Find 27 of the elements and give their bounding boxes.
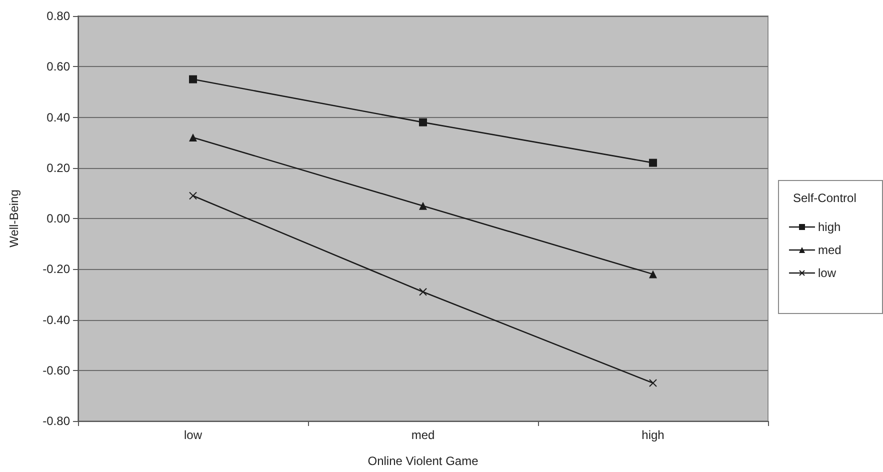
point [189,75,197,84]
x-axis-title: Online Violent Game [368,454,479,468]
point [649,158,657,167]
point [419,118,427,126]
x-tick-label: low [184,428,202,442]
point [189,134,197,142]
y-tick-label: -0.40 [42,312,70,327]
y-tick-label: -0.80 [42,414,70,428]
point [189,192,197,200]
y-tick-label: 0.80 [46,9,70,23]
legend-label: high [818,220,841,234]
y-tick-label: 0.60 [46,60,70,74]
legend-label: low [818,266,836,280]
point [419,202,427,210]
legend-title: Self-Control [793,191,858,205]
y-axis-title: Well-Being [7,190,21,248]
y-tick-label: 0.20 [46,160,70,175]
legend-label: med [818,242,842,256]
y-tick-label: -0.20 [42,262,70,276]
x-tick-label: high [642,428,664,442]
point [649,270,657,278]
point [419,288,427,296]
y-tick-label: 0.00 [46,212,70,226]
y-tick-label: -0.60 [42,363,70,378]
y-tick-label: 0.40 [46,110,70,124]
point [649,379,657,388]
x-tick-label: med [411,428,435,442]
